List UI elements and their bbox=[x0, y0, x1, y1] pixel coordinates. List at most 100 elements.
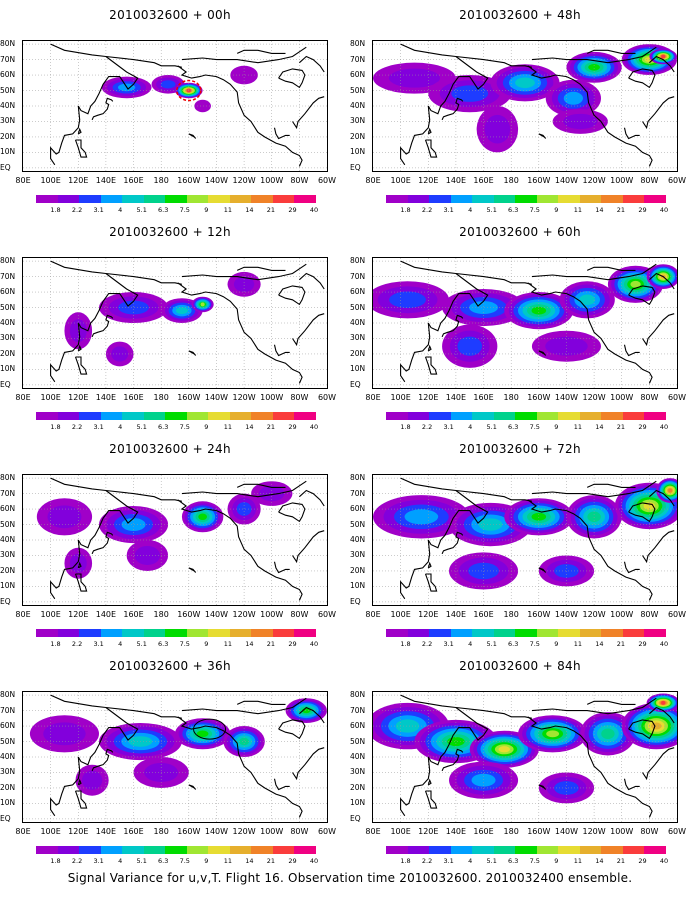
coastline bbox=[236, 700, 286, 705]
coastline bbox=[531, 263, 657, 281]
variance-field bbox=[23, 258, 327, 388]
lon-tick-label: 160W bbox=[527, 827, 551, 836]
lat-tick-label: 50N bbox=[350, 85, 366, 95]
variance-contour-fill bbox=[194, 99, 211, 113]
coastline bbox=[642, 747, 675, 781]
colorbar-swatch bbox=[558, 412, 580, 420]
variance-contour-fill bbox=[198, 513, 208, 521]
lon-tick-label: 140W bbox=[204, 827, 229, 836]
colorbar-label: 2.2 bbox=[421, 206, 433, 214]
colorbar-swatch bbox=[57, 846, 80, 854]
colorbar-label: 29 bbox=[288, 206, 297, 214]
lon-tick-label: 80W bbox=[640, 610, 659, 619]
colorbar-swatch bbox=[558, 629, 580, 637]
lon-tick-label: 80W bbox=[290, 176, 309, 185]
colorbar-swatch bbox=[429, 412, 451, 420]
forecast-panel: 2010032600 + 72h 80N 70N 60N 50N 40N 30N 20N 10N… bbox=[350, 434, 690, 648]
colorbar-swatch bbox=[450, 629, 473, 637]
variance-contour-fill bbox=[118, 300, 149, 315]
variance-field bbox=[23, 41, 327, 171]
lat-tick-label: EQ bbox=[0, 162, 11, 172]
colorbar-swatch bbox=[208, 195, 230, 203]
coastline bbox=[50, 260, 183, 285]
forecast-panel: 2010032600 + 36h 80N 70N 60N 50N 40N 30N 20N 10N… bbox=[0, 651, 340, 865]
lat-tick-label: 50N bbox=[0, 519, 16, 529]
colorbar-label: 14 bbox=[595, 423, 604, 431]
lat-tick-label: 40N bbox=[350, 318, 366, 327]
colorbar-swatch bbox=[644, 412, 666, 420]
colorbar-label: 4 bbox=[118, 423, 123, 431]
lon-tick-label: 140E bbox=[95, 827, 117, 836]
coastline bbox=[236, 266, 286, 271]
coastline bbox=[531, 697, 657, 715]
coastline bbox=[50, 477, 183, 502]
lon-tick-label: 100W bbox=[610, 827, 634, 836]
coastline bbox=[77, 561, 82, 569]
lat-tick-label: 10N bbox=[0, 798, 16, 808]
colorbar-label: 1.8 bbox=[400, 206, 411, 214]
colorbar-swatch bbox=[622, 195, 645, 203]
colorbar-swatch bbox=[386, 412, 408, 420]
lon-tick-label: 140W bbox=[554, 827, 579, 836]
coastline bbox=[91, 531, 114, 555]
lat-tick-label: 70N bbox=[0, 705, 16, 715]
lat-tick-label: 30N bbox=[350, 333, 366, 343]
lat-tick-label: 70N bbox=[0, 488, 16, 498]
variance-contour-fill bbox=[47, 505, 82, 529]
variance-contour-fill bbox=[588, 64, 600, 71]
lon-tick-label: 80E bbox=[365, 827, 381, 836]
colorbar-swatch bbox=[294, 629, 316, 637]
colorbar-label: 5.1 bbox=[486, 423, 497, 431]
lon-tick-label: 120E bbox=[68, 176, 89, 185]
coastline bbox=[623, 344, 640, 357]
coastline bbox=[400, 707, 489, 817]
variance-contour-fill bbox=[121, 518, 146, 531]
coastline bbox=[292, 530, 325, 564]
forecast-panel: 2010032600 + 24h 80N 70N 60N 50N 40N 30N 20N 10N… bbox=[0, 434, 340, 648]
panel-title: 2010032600 + 48h bbox=[459, 8, 581, 22]
lat-tick-label: 80N bbox=[350, 256, 366, 266]
lon-tick-label: 100W bbox=[610, 176, 634, 185]
colorbar-label: 9 bbox=[204, 423, 209, 431]
colorbar-label: 29 bbox=[288, 857, 297, 865]
colorbar-label: 14 bbox=[245, 640, 254, 648]
colorbar-swatch bbox=[407, 629, 430, 637]
variance-contour-fill bbox=[395, 719, 420, 733]
colorbar-swatch bbox=[208, 846, 230, 854]
lon-tick-label: 80E bbox=[15, 610, 31, 619]
colorbar-swatch bbox=[165, 195, 187, 203]
lat-tick-label: 50N bbox=[350, 302, 366, 312]
colorbar-swatch bbox=[272, 629, 295, 637]
colorbar-swatch bbox=[143, 846, 166, 854]
variance-contour-fill bbox=[160, 80, 176, 89]
colorbar bbox=[36, 412, 316, 420]
lat-tick-label: 60N bbox=[350, 70, 366, 80]
lon-tick-label: 160E bbox=[473, 610, 494, 619]
lon-tick-label: 160E bbox=[473, 393, 494, 402]
colorbar-swatch bbox=[251, 629, 273, 637]
lon-tick-label: 120E bbox=[418, 610, 439, 619]
lat-tick-label: 60N bbox=[350, 504, 366, 514]
lon-tick-label: 180 bbox=[503, 827, 519, 836]
colorbar-label: 1.8 bbox=[50, 857, 61, 865]
coastline bbox=[77, 778, 82, 786]
lon-tick-label: 180 bbox=[503, 393, 519, 402]
lat-tick-label: 30N bbox=[350, 767, 366, 777]
colorbar-label: 4 bbox=[468, 857, 473, 865]
coastline bbox=[623, 127, 640, 140]
colorbar-swatch bbox=[450, 412, 473, 420]
variance-contour-fill bbox=[484, 114, 511, 144]
lon-tick-label: 180 bbox=[503, 176, 519, 185]
coastline bbox=[177, 65, 303, 167]
coastline bbox=[623, 561, 640, 574]
colorbar-label: 6.3 bbox=[508, 423, 519, 431]
lon-tick-label: 140E bbox=[95, 176, 117, 185]
colorbar-swatch bbox=[143, 629, 166, 637]
lat-tick-label: EQ bbox=[350, 596, 361, 606]
coastline bbox=[188, 784, 197, 790]
lat-tick-label: 40N bbox=[0, 101, 16, 110]
colorbar-label: 1.8 bbox=[400, 423, 411, 431]
lat-tick-label: 10N bbox=[0, 581, 16, 591]
colorbar-label: 2.2 bbox=[421, 423, 433, 431]
colorbar-label: 4 bbox=[118, 857, 123, 865]
